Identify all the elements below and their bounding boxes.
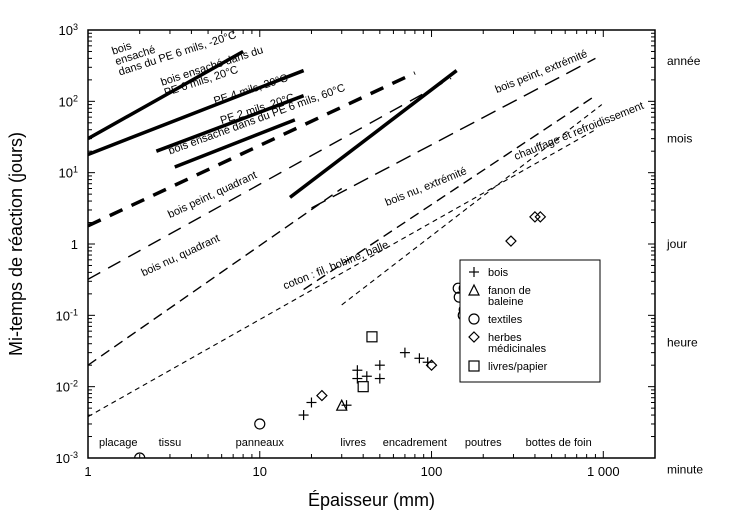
legend-item-label: livres/papier — [488, 361, 548, 373]
ytick-label: 1 — [71, 237, 78, 252]
legend: boisfanon debaleinetextilesherbesmédicin… — [460, 260, 600, 382]
legend-item-label: textiles — [488, 314, 523, 326]
bottom-category-label: tissu — [159, 437, 182, 449]
bottom-category-label: livres — [340, 437, 366, 449]
right-marker-label: année — [667, 54, 701, 68]
right-marker-label: mois — [667, 132, 692, 146]
xtick-label: 10 — [253, 464, 267, 479]
xtick-label: 1 — [84, 464, 91, 479]
bottom-category-label: placage — [99, 437, 138, 449]
ylabel: Mi-temps de réaction (jours) — [6, 132, 26, 356]
bottom-category-label: bottes de foin — [526, 437, 592, 449]
bottom-category-label: poutres — [465, 437, 502, 449]
xtick-label: 100 — [421, 464, 443, 479]
bottom-category-label: encadrement — [383, 437, 447, 449]
right-marker-label: jour — [666, 237, 687, 251]
right-marker-label: heure — [667, 335, 698, 349]
bottom-category-label: panneaux — [236, 437, 285, 449]
legend-item-label: bois — [488, 267, 509, 279]
right-marker-label: minute — [667, 462, 703, 476]
xtick-label: 1 000 — [587, 464, 620, 479]
xlabel: Épaisseur (mm) — [308, 490, 435, 510]
